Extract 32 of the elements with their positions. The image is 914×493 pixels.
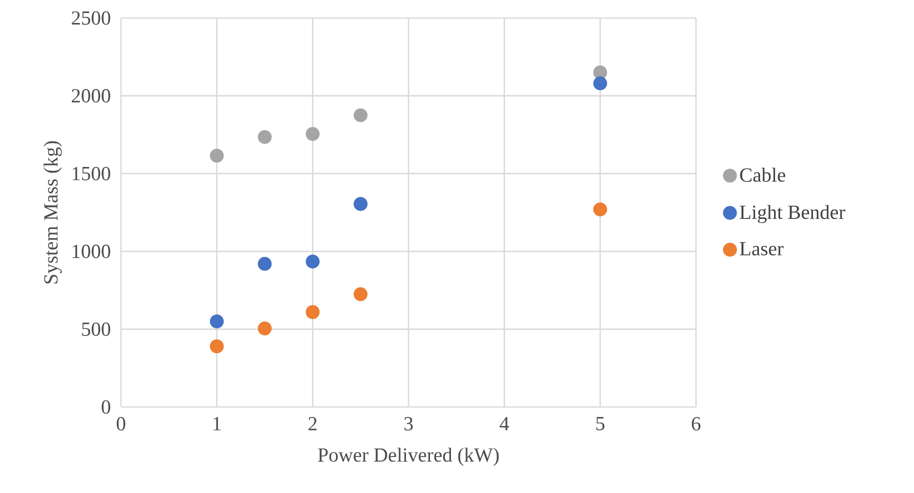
point [210, 148, 224, 163]
legend-label: Cable [740, 168, 786, 182]
y-axis-title: System Mass (kg) [44, 141, 62, 284]
y-tick-label: 1500 [72, 166, 110, 180]
x-tick-label: 3 [404, 417, 413, 430]
point [258, 256, 272, 271]
point [258, 321, 272, 336]
x-tick-label: 6 [692, 417, 700, 430]
point [593, 76, 608, 90]
legend-label: Light Bender [740, 204, 846, 224]
y-tick-label: 500 [82, 322, 110, 336]
point [354, 108, 368, 122]
x-tick-label: 1 [214, 417, 221, 430]
x-tick-label: 2 [308, 417, 317, 430]
x-tick-label: 4 [500, 417, 510, 430]
x-axis-title: Power Delivered (kW) [318, 448, 499, 466]
y-tick-label: 0 [102, 400, 110, 414]
y-tick-label: 2500 [72, 11, 110, 25]
point [258, 130, 272, 144]
point [210, 314, 224, 328]
point [354, 197, 368, 211]
point [306, 126, 320, 141]
x-tick-label: 0 [116, 417, 126, 431]
point [593, 202, 608, 216]
x-tick-label: 5 [596, 417, 604, 430]
point [354, 287, 368, 302]
y-tick-label: 1000 [72, 244, 110, 258]
point [306, 254, 320, 268]
point [306, 305, 320, 320]
y-tick-label: 2000 [72, 89, 110, 103]
point [210, 339, 224, 354]
legend-label: Laser [740, 242, 784, 256]
